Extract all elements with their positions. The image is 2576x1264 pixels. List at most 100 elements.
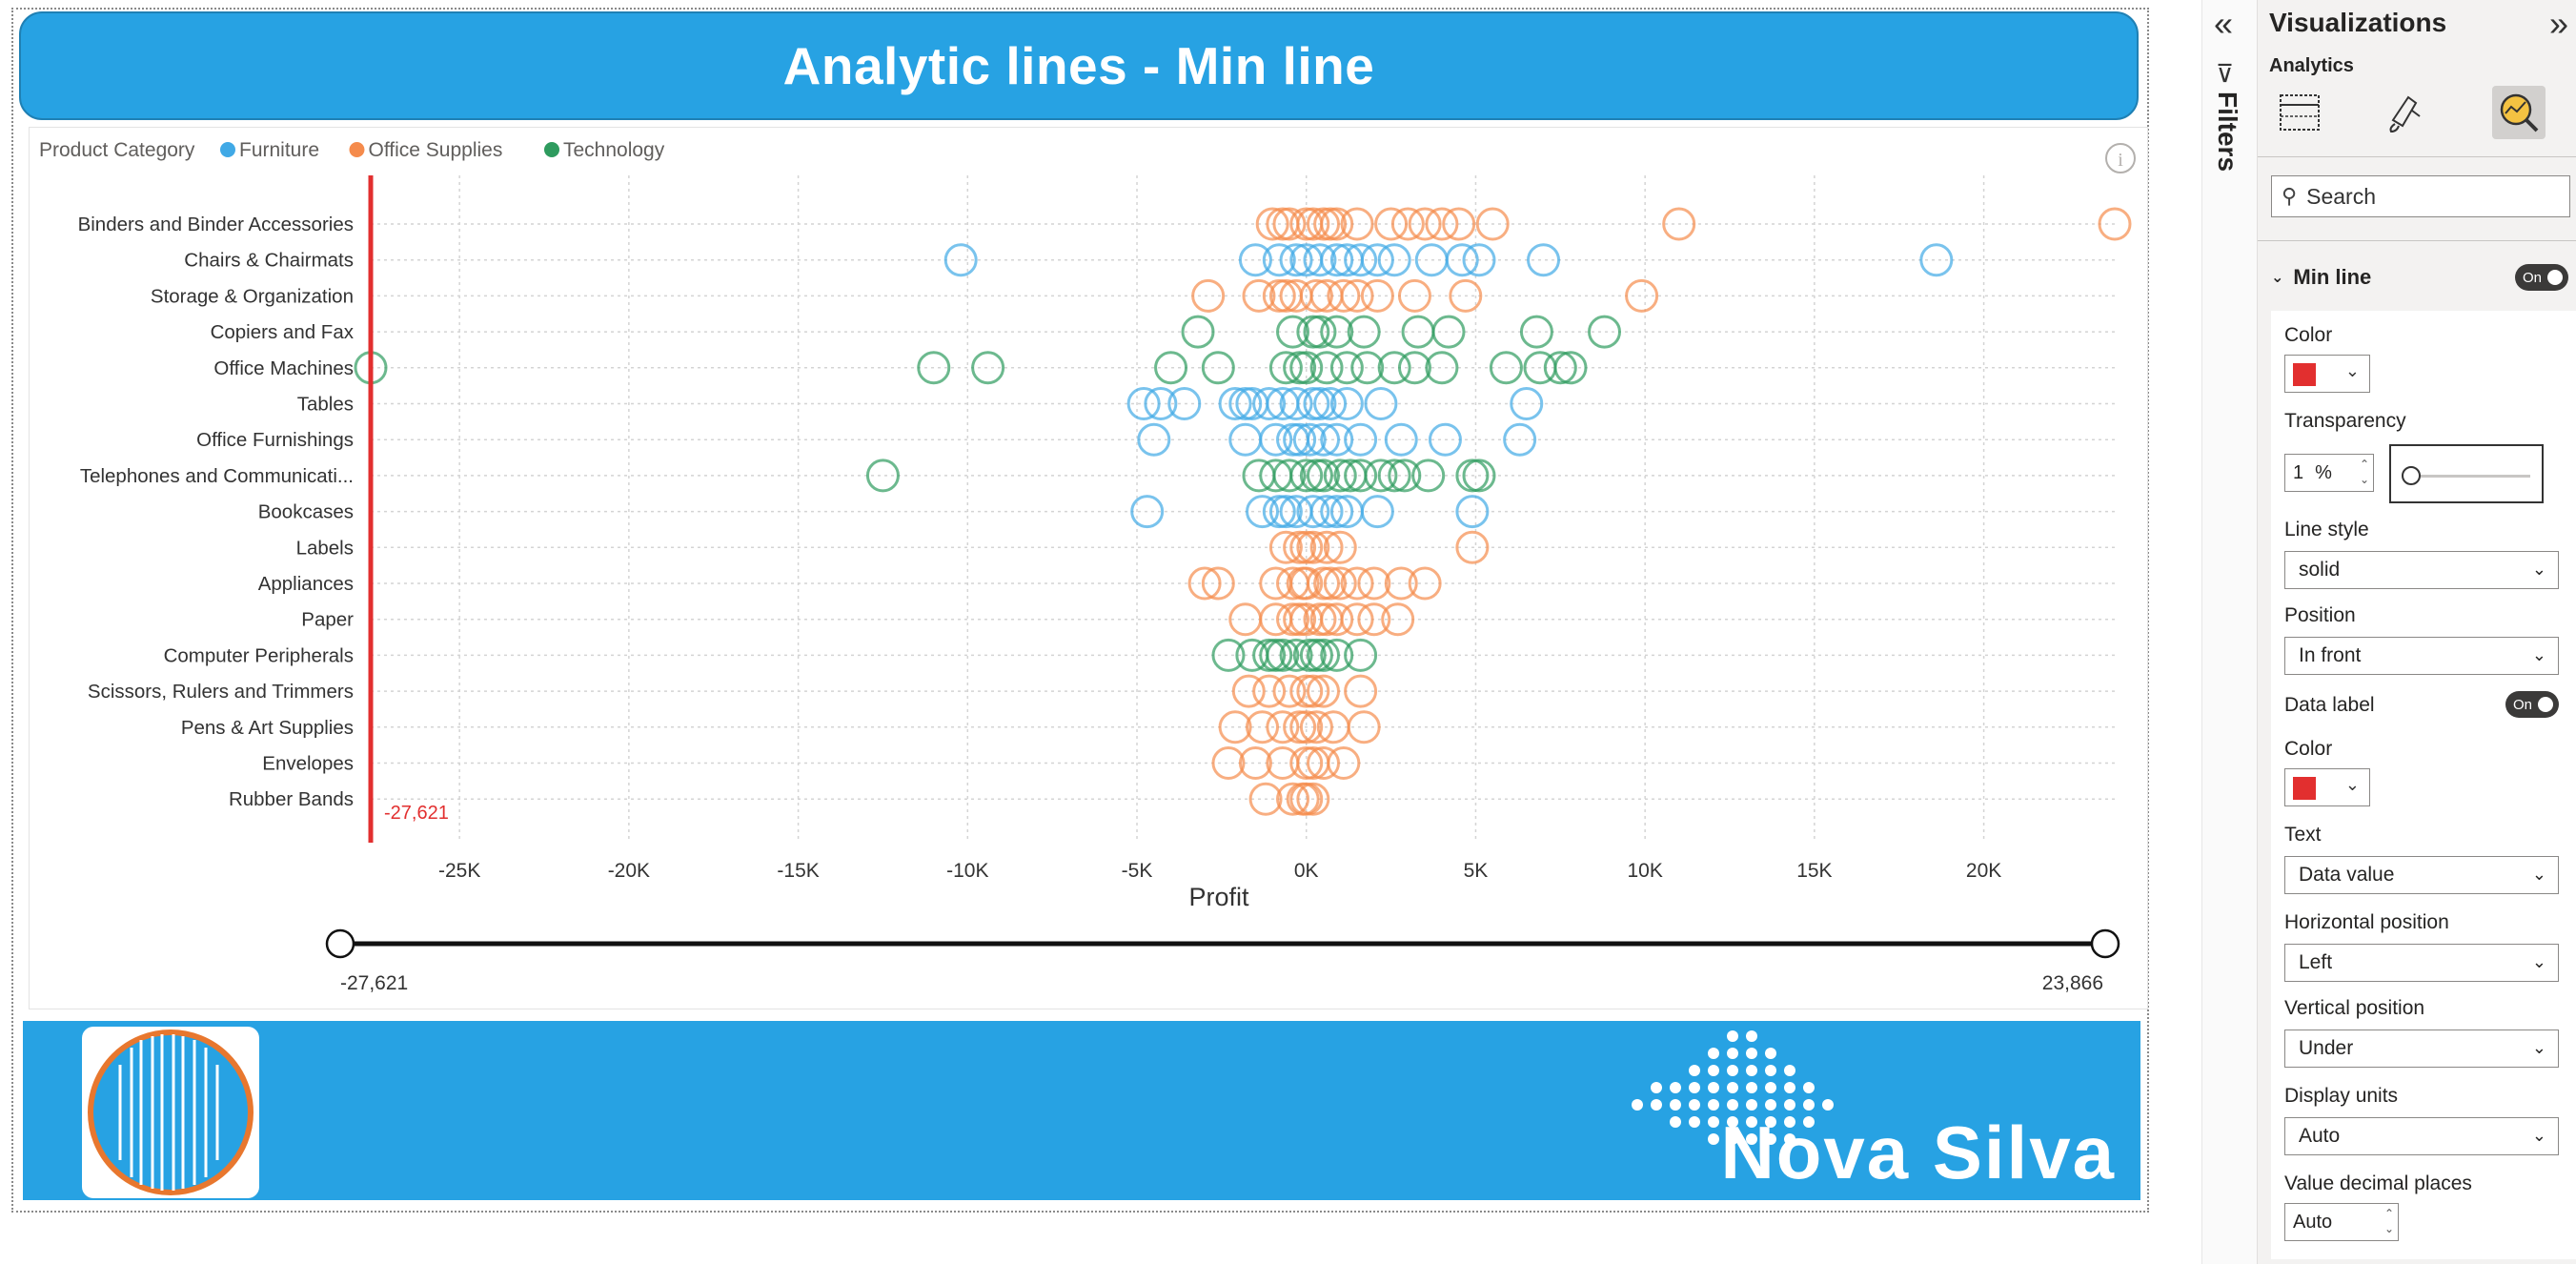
scatter-point xyxy=(1347,315,1381,349)
y-tick-label: Binders and Binder Accessories xyxy=(78,214,354,235)
scatter-point xyxy=(1377,459,1411,493)
brand-dot xyxy=(1784,1099,1795,1111)
scatter-point xyxy=(1268,351,1303,385)
scatter-point xyxy=(1320,602,1354,637)
filters-label[interactable]: Filters xyxy=(2213,92,2242,173)
line-color-picker[interactable]: ⌄ xyxy=(2284,355,2370,393)
line-style-dropdown[interactable]: solid ⌄ xyxy=(2284,551,2559,589)
scatter-point xyxy=(1268,530,1303,564)
display-units-dropdown[interactable]: Auto ⌄ xyxy=(2284,1117,2559,1155)
y-tick-label: Storage & Organization xyxy=(151,285,354,307)
text-dropdown[interactable]: Data value ⌄ xyxy=(2284,856,2559,894)
scatter-point xyxy=(1588,315,1622,349)
data-label-color-picker[interactable]: ⌄ xyxy=(2284,768,2370,806)
brand-dot xyxy=(1746,1116,1757,1128)
decimal-places-input[interactable]: Auto ⌃ ⌄ xyxy=(2284,1203,2399,1241)
brand-dot xyxy=(1803,1099,1815,1111)
tab-format-visual[interactable] xyxy=(2378,86,2431,139)
range-slider-max-label: 23,866 xyxy=(2042,972,2103,994)
scatter-visual[interactable]: Product Category Furniture Office Supplies… xyxy=(29,127,2148,1009)
slider-thumb[interactable] xyxy=(2402,466,2422,485)
y-tick-label: Office Furnishings xyxy=(196,429,354,451)
spinner-arrows-icon[interactable]: ⌃ ⌄ xyxy=(2359,458,2369,486)
transparency-input[interactable]: 1 % ⌃ ⌄ xyxy=(2284,454,2374,492)
scatter-point xyxy=(1187,566,1222,601)
min-line-section-header[interactable]: ⌄ Min line xyxy=(2271,265,2371,290)
spinner-arrows-icon[interactable]: ⌃ ⌄ xyxy=(2383,1207,2394,1235)
search-box[interactable]: ⚲ xyxy=(2271,175,2570,217)
y-tick-label: Copiers and Fax xyxy=(211,321,355,343)
scatter-point xyxy=(1320,422,1354,457)
transparency-value: 1 xyxy=(2293,461,2304,483)
scatter-point xyxy=(1211,638,1246,672)
y-tick-label: Rubber Bands xyxy=(229,788,354,810)
scatter-point xyxy=(1266,638,1300,672)
position-dropdown[interactable]: In front ⌄ xyxy=(2284,637,2559,675)
brand-dot xyxy=(1708,1082,1719,1093)
scatter-point xyxy=(1279,243,1313,277)
scatter-point xyxy=(1307,746,1341,780)
pane-subtitle: Analytics xyxy=(2269,55,2354,76)
collapse-visualizations-chevron-icon[interactable]: » xyxy=(2548,4,2568,43)
range-slider-min-label: -27,621 xyxy=(340,972,408,994)
horizontal-position-dropdown[interactable]: Left ⌄ xyxy=(2284,944,2559,982)
scatter-point xyxy=(1296,387,1330,420)
scatter-point xyxy=(1340,207,1374,241)
brand-dot xyxy=(1765,1048,1776,1059)
scatter-point xyxy=(1455,495,1490,529)
scatter-point xyxy=(917,351,951,385)
brand-dot xyxy=(1784,1116,1795,1128)
position-label: Position xyxy=(2284,604,2356,626)
brand-dot xyxy=(1689,1116,1700,1128)
tab-analytics[interactable] xyxy=(2492,86,2546,139)
slider-track xyxy=(2404,475,2530,478)
data-label-toggle[interactable]: On xyxy=(2505,691,2559,718)
scatter-point xyxy=(1296,495,1330,529)
vertical-position-label: Vertical position xyxy=(2284,997,2425,1019)
scatter-point xyxy=(2098,207,2132,241)
scatter-point xyxy=(1289,710,1324,744)
filters-pane-collapsed[interactable]: « ⊽ Filters xyxy=(2201,0,2257,1264)
brand-dot xyxy=(1746,1082,1757,1093)
analytics-magnifier-icon xyxy=(2500,93,2539,133)
scatter-point xyxy=(1268,495,1303,529)
scatter-point xyxy=(1181,315,1215,349)
scatter-point xyxy=(1384,422,1418,457)
scatter-point xyxy=(1388,459,1422,493)
scatter-chart[interactable]: Product Category Furniture Office Supplies… xyxy=(30,128,2147,1009)
scatter-point xyxy=(1313,387,1348,420)
scatter-point xyxy=(1218,387,1252,420)
horizontal-position-label: Horizontal position xyxy=(2284,911,2449,933)
chevron-down-icon: ⌄ xyxy=(2531,560,2546,579)
visualizations-title: Visualizations xyxy=(2269,8,2447,37)
brand-dot xyxy=(1708,1099,1719,1111)
expand-filters-chevron-icon[interactable]: « xyxy=(2214,4,2234,43)
scatter-point xyxy=(1303,602,1337,637)
tab-divider xyxy=(2258,156,2576,157)
tab-build-visual[interactable] xyxy=(2273,86,2326,139)
color-swatch xyxy=(2293,777,2316,800)
color-label: Color xyxy=(2284,324,2333,346)
scatter-point xyxy=(1201,351,1235,385)
scatter-point xyxy=(1344,243,1378,277)
scatter-point xyxy=(1144,387,1178,420)
scatter-point xyxy=(1320,315,1354,349)
visualizations-pane: Visualizations » Analytics xyxy=(2257,0,2576,1264)
scatter-point xyxy=(1201,566,1235,601)
brand-dots-icon xyxy=(1632,1030,1834,1145)
chevron-down-icon: ⌄ xyxy=(2271,270,2284,286)
logo-tile xyxy=(82,1027,259,1198)
display-units-value: Auto xyxy=(2299,1125,2341,1147)
scatter-point xyxy=(1272,459,1307,493)
scatter-point xyxy=(1167,387,1202,420)
scatter-point xyxy=(1408,207,1442,241)
decimal-places-label: Value decimal places xyxy=(2284,1172,2472,1194)
vertical-position-dropdown[interactable]: Under ⌄ xyxy=(2284,1030,2559,1068)
brand-dot xyxy=(1803,1116,1815,1128)
scatter-point xyxy=(1283,602,1317,637)
search-input[interactable] xyxy=(2306,183,2546,210)
table-grid-icon xyxy=(2280,94,2320,131)
scatter-point xyxy=(1231,674,1266,708)
min-line-toggle[interactable]: On xyxy=(2515,264,2568,291)
transparency-slider[interactable] xyxy=(2389,444,2544,503)
